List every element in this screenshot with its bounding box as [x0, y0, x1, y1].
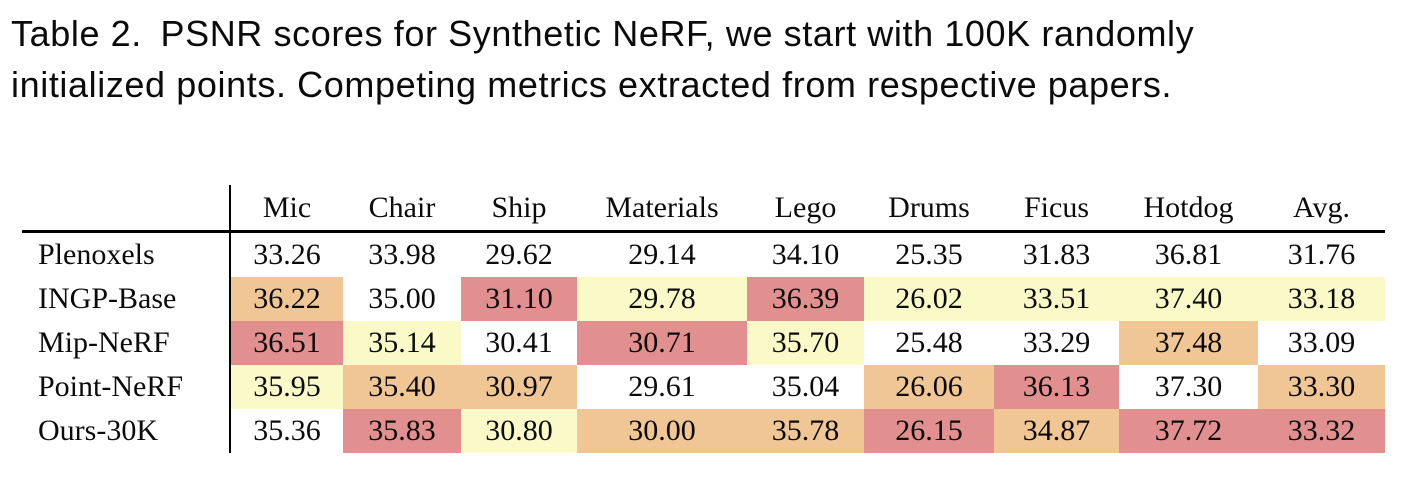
column-header-hotdog: Hotdog: [1119, 185, 1258, 233]
row-label-point-nerf: Point-NeRF: [38, 370, 184, 403]
column-header-mic: Mic: [229, 185, 343, 233]
score-cell: 25.48: [895, 326, 963, 359]
score-cell: 35.04: [771, 370, 840, 403]
column-header-lego: Lego: [747, 185, 864, 233]
score-cell: 29.62: [485, 238, 553, 271]
column-header-ficus: Ficus: [994, 185, 1119, 233]
psnr-table: Mic Chair Ship Materials Lego Drums Ficus Hotdo…: [22, 185, 1385, 453]
score-cell: 35.14: [343, 321, 461, 365]
score-cell: 30.80: [461, 409, 577, 453]
score-cell: 36.81: [1154, 238, 1223, 271]
score-cell: 35.83: [343, 409, 461, 453]
column-header-avg: Avg.: [1258, 185, 1385, 233]
column-header-ship: Ship: [461, 185, 577, 233]
score-cell: 37.48: [1119, 321, 1258, 365]
score-cell: 37.72: [1119, 409, 1258, 453]
score-cell: 29.61: [628, 370, 696, 403]
score-cell: 33.98: [368, 238, 436, 271]
score-cell: 35.00: [368, 282, 436, 315]
score-cell: 26.02: [864, 277, 994, 321]
score-cell: 33.29: [1022, 326, 1091, 359]
score-cell: 35.78: [747, 409, 864, 453]
score-cell: 26.06: [864, 365, 994, 409]
score-cell: 30.41: [485, 326, 553, 359]
score-cell: 31.10: [461, 277, 577, 321]
score-cell: 31.76: [1287, 238, 1356, 271]
score-cell: 34.10: [771, 238, 840, 271]
score-cell: 25.35: [895, 238, 963, 271]
score-cell: 34.87: [994, 409, 1119, 453]
table-body: Plenoxels 33.26 33.98 29.62 29.14 34.10 25.35 3…: [22, 231, 1385, 453]
table-header-row: Mic Chair Ship Materials Lego Drums Ficus Hotdo…: [22, 185, 1385, 233]
column-header-drums: Drums: [864, 185, 994, 233]
score-cell: 33.26: [229, 231, 343, 277]
score-cell: 29.78: [577, 277, 747, 321]
score-cell: 33.18: [1258, 277, 1385, 321]
table-caption: Table 2. PSNR scores for Synthetic NeRF,…: [11, 8, 1401, 110]
score-cell: 36.51: [229, 321, 343, 365]
score-cell: 37.30: [1154, 370, 1223, 403]
row-label-mip-nerf: Mip-NeRF: [38, 326, 170, 359]
score-cell: 35.40: [343, 365, 461, 409]
score-cell: 35.70: [747, 321, 864, 365]
column-header-chair: Chair: [343, 185, 461, 233]
table-row-ours-30k: Ours-30K 35.36 35.83 30.80 30.00 35.78 26.15 34…: [22, 409, 1385, 453]
column-header-materials: Materials: [577, 185, 747, 233]
score-cell: 36.13: [994, 365, 1119, 409]
score-cell: 36.22: [229, 277, 343, 321]
score-cell: 30.71: [577, 321, 747, 365]
score-cell: 30.00: [577, 409, 747, 453]
table-row-mip-nerf: Mip-NeRF 36.51 35.14 30.41 30.71 35.70 25.48 33…: [22, 321, 1385, 365]
score-cell: 33.09: [1287, 326, 1356, 359]
score-cell: 33.51: [994, 277, 1119, 321]
score-cell: 37.40: [1119, 277, 1258, 321]
header-row: Mic Chair Ship Materials Lego Drums Ficus Hotdo…: [22, 185, 1385, 233]
row-label-plenoxels: Plenoxels: [38, 238, 155, 271]
row-label-ours-30k: Ours-30K: [38, 414, 158, 447]
score-cell: 35.95: [229, 365, 343, 409]
score-cell: 35.36: [229, 409, 343, 453]
score-cell: 30.97: [461, 365, 577, 409]
score-cell: 31.83: [1022, 238, 1091, 271]
score-cell: 33.30: [1258, 365, 1385, 409]
score-cell: 33.32: [1258, 409, 1385, 453]
row-label-ingp-base: INGP-Base: [38, 282, 177, 315]
score-cell: 29.14: [628, 238, 696, 271]
score-cell: 36.39: [747, 277, 864, 321]
table-row-point-nerf: Point-NeRF 35.95 35.40 30.97 29.61 35.04 26.06…: [22, 365, 1385, 409]
table-row-ingp-base: INGP-Base 36.22 35.00 31.10 29.78 36.39 26.02 3…: [22, 277, 1385, 321]
corner-cell: [22, 185, 230, 233]
table-row-plenoxels: Plenoxels 33.26 33.98 29.62 29.14 34.10 25.35 3…: [22, 231, 1385, 277]
caption-line: initialized points. Competing metrics ex…: [11, 64, 1173, 105]
score-cell: 26.15: [864, 409, 994, 453]
caption-line: Table 2. PSNR scores for Synthetic NeRF,…: [11, 13, 1195, 54]
